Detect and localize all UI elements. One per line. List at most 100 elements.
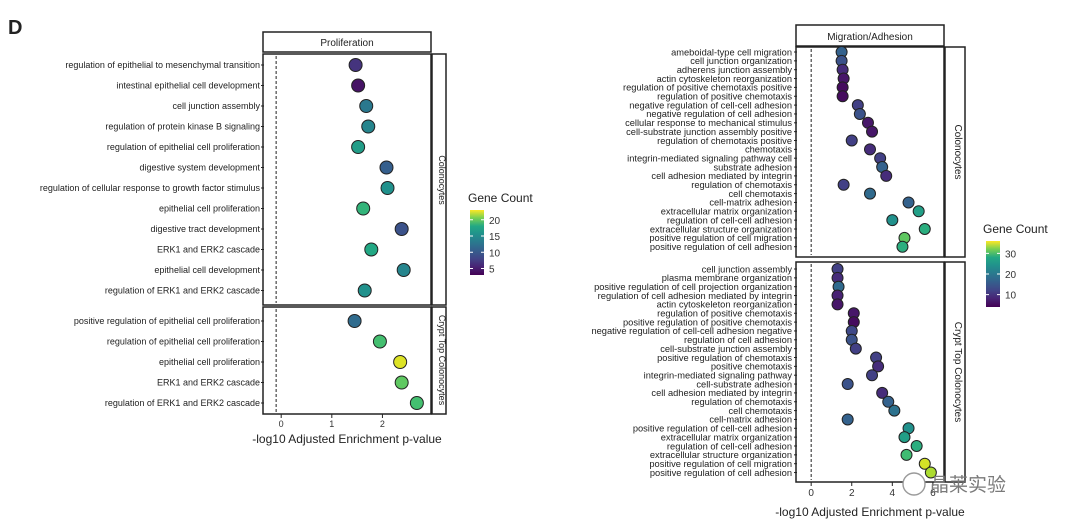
migration-strip-label-crypt-top: Crypt Top Colonocytes xyxy=(952,322,963,422)
proliferation-term-label: regulation of epithelial to mesenchymal … xyxy=(65,60,260,70)
migration-term-label: cellular response to mechanical stimulus xyxy=(625,118,792,128)
migration-row: positive chemotaxis xyxy=(711,360,885,373)
migration-term-label: regulation of cell-cell adhesion xyxy=(667,441,792,451)
migration-term-label: extracellular matrix organization xyxy=(661,207,792,217)
migration-row: cell-matrix adhesion xyxy=(709,413,854,426)
proliferation-term-label: regulation of ERK1 and ERK2 cascade xyxy=(105,398,260,408)
migration-term-label: negative regulation of cell adhesion xyxy=(646,109,792,119)
proliferation-term-label: regulation of cellular response to growt… xyxy=(40,183,261,193)
migration-row: regulation of cell-cell adhesion xyxy=(667,214,899,227)
migration-data-point xyxy=(886,214,899,227)
migration-row: regulation of positive chemotaxis xyxy=(657,90,849,103)
migration-term-label: cell adhesion mediated by integrin xyxy=(651,171,792,181)
proliferation-data-point xyxy=(359,99,374,113)
migration-row: actin cytoskeleton reorganization xyxy=(657,298,844,311)
proliferation-rows: regulation of epithelial to mesenchymal … xyxy=(40,58,424,410)
proliferation-strip-colonocytes xyxy=(431,53,447,306)
proliferation-row: digestive tract development xyxy=(150,222,409,236)
migration-term-label: positive chemotaxis xyxy=(711,362,792,372)
migration-x-tick-label: 4 xyxy=(890,488,896,499)
migration-term-label: cell-substrate junction assembly positiv… xyxy=(626,127,792,137)
migration-data-point xyxy=(902,196,915,209)
proliferation-data-point xyxy=(380,181,395,195)
migration-term-label: actin cytoskeleton reorganization xyxy=(657,74,792,84)
migration-term-label: negative regulation of cell-cell adhesio… xyxy=(629,100,792,110)
migration-legend-tick-label: 10 xyxy=(1005,291,1017,302)
migration-legend-title: Gene Count xyxy=(983,222,1048,236)
proliferation-row: positive regulation of epithelial cell p… xyxy=(74,314,362,328)
proliferation-row: ERK1 and ERK2 cascade xyxy=(157,242,379,257)
migration-data-point xyxy=(864,143,876,156)
migration-term-label: negative regulation of cell-cell adhesio… xyxy=(591,326,792,336)
migration-data-point xyxy=(837,178,850,191)
migration-data-point xyxy=(872,360,885,373)
migration-row: positive regulation of cell adhesion xyxy=(650,466,937,479)
migration-term-label: cell junction organization xyxy=(690,56,792,66)
proliferation-x-tick-label: 2 xyxy=(380,419,385,429)
proliferation-legend-tick-label: 10 xyxy=(489,248,501,259)
proliferation-legend-ticks: 5 10 15 20 xyxy=(470,216,501,276)
migration-row: substrate adhesion xyxy=(713,161,889,174)
proliferation-data-point xyxy=(393,355,408,369)
migration-term-label: cell adhesion mediated by integrin xyxy=(651,388,792,398)
migration-term-label: regulation of positive chemotaxis xyxy=(657,92,792,102)
proliferation-row: regulation of epithelial cell proliferat… xyxy=(107,334,387,349)
watermark: 晶莱实验 xyxy=(902,472,1006,496)
migration-x-tick-label: 6 xyxy=(930,488,936,499)
migration-term-label: positive regulation of cell adhesion xyxy=(650,468,792,478)
migration-term-label: plasma membrane organization xyxy=(662,273,792,283)
migration-term-label: regulation of chemotaxis xyxy=(691,397,792,407)
migration-term-label: cell chemotaxis xyxy=(728,406,792,416)
migration-data-point xyxy=(918,457,931,470)
migration-term-label: actin cytoskeleton reorganization xyxy=(657,300,792,310)
proliferation-row: ERK1 and ERK2 cascade xyxy=(157,375,409,390)
migration-term-label: positive regulation of cell migration xyxy=(649,459,792,469)
proliferation-data-point xyxy=(364,242,379,257)
migration-strip-label-colonocytes: Colonocytes xyxy=(952,124,963,179)
migration-facet-title: Migration/Adhesion xyxy=(827,32,913,43)
migration-row: positive regulation of cell projection o… xyxy=(594,280,845,293)
migration-row: extracellular matrix organization xyxy=(661,205,925,218)
migration-strip-crypt-top xyxy=(944,261,966,483)
proliferation-data-point xyxy=(394,375,409,390)
proliferation-data-point xyxy=(348,58,363,72)
migration-data-point xyxy=(888,404,901,417)
wechat-icon xyxy=(902,472,926,496)
migration-legend-ticks: 10 20 30 xyxy=(986,249,1017,302)
migration-row: extracellular matrix organization xyxy=(661,431,911,444)
proliferation-legend-colorbar xyxy=(470,210,484,275)
migration-data-point xyxy=(880,169,893,182)
migration-term-label: positive regulation of positive chemotax… xyxy=(623,317,792,327)
migration-data-point xyxy=(924,466,937,479)
proliferation-strip-label-crypt-top: Crypt Top Colonocytes xyxy=(437,315,447,406)
proliferation-term-label: epithelial cell proliferation xyxy=(159,357,260,367)
migration-term-label: regulation of cell-cell adhesion xyxy=(667,215,792,225)
proliferation-data-point xyxy=(379,160,394,175)
migration-term-label: ameboidal-type cell migration xyxy=(671,47,792,57)
migration-term-label: positive regulation of cell-cell adhesio… xyxy=(633,424,792,434)
migration-term-label: cell-substrate junction assembly xyxy=(660,344,792,354)
proliferation-term-label: digestive system development xyxy=(139,163,260,173)
migration-row: cell adhesion mediated by integrin xyxy=(651,169,893,182)
migration-term-label: adherens junction assembly xyxy=(677,65,793,75)
migration-data-point xyxy=(912,205,925,218)
migration-term-label: integrin-mediated signaling pathway xyxy=(644,370,793,380)
migration-row: extracellular structure organization xyxy=(650,448,913,461)
migration-term-label: regulation of chemotaxis positive xyxy=(657,136,792,146)
proliferation-row: epithelial cell development xyxy=(154,263,411,277)
proliferation-term-label: digestive tract development xyxy=(150,224,260,234)
proliferation-x-axis: 0 1 2 xyxy=(279,414,385,429)
migration-term-label: integrin-mediated signaling pathway cell xyxy=(627,153,792,163)
proliferation-term-label: intestinal epithelial cell development xyxy=(116,81,260,91)
migration-row: extracellular structure organization xyxy=(650,223,931,235)
migration-term-label: cell-matrix adhesion xyxy=(709,415,792,425)
migration-row: regulation of chemotaxis xyxy=(691,395,895,408)
migration-row: cell chemotaxis xyxy=(728,404,901,417)
migration-term-label: positive regulation of cell projection o… xyxy=(594,282,792,292)
migration-data-point xyxy=(898,431,911,444)
proliferation-row: regulation of epithelial cell proliferat… xyxy=(107,140,366,154)
migration-data-point xyxy=(831,298,844,311)
migration-data-point xyxy=(864,187,876,200)
migration-x-tick-label: 0 xyxy=(808,488,814,499)
